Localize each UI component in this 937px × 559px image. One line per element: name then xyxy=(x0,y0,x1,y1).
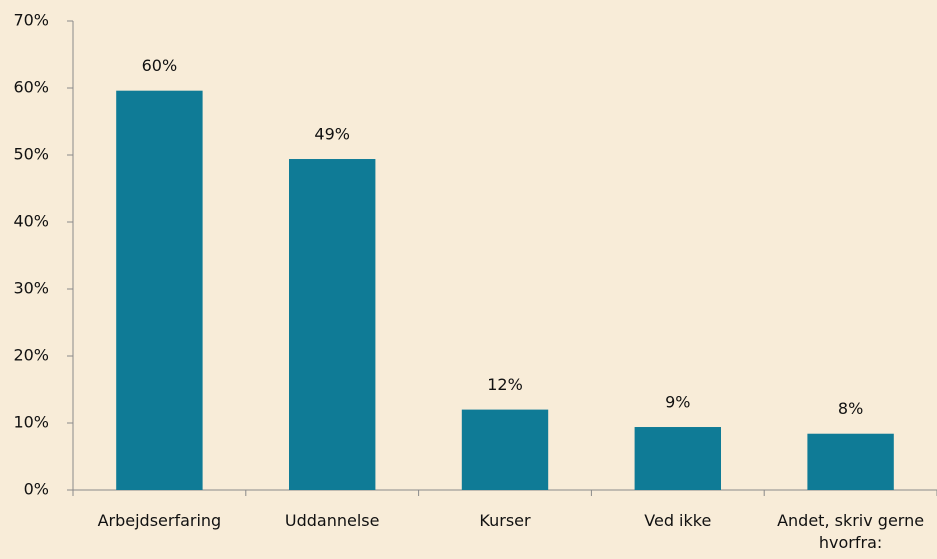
x-tick-label: Arbejdserfaring xyxy=(97,511,222,530)
bar xyxy=(634,427,721,490)
y-tick-label: 40% xyxy=(13,212,49,231)
value-label: 8% xyxy=(838,399,863,418)
y-tick-label: 60% xyxy=(13,78,49,97)
value-label: 60% xyxy=(142,56,178,75)
x-tick-label: Andet, skriv gerne hvorfra: xyxy=(777,511,925,552)
y-tick-label: 10% xyxy=(13,413,49,432)
y-tick-label: 70% xyxy=(13,11,49,30)
value-label: 12% xyxy=(487,375,523,394)
x-tick-label: Uddannelse xyxy=(284,511,380,530)
y-tick-label: 50% xyxy=(13,145,49,164)
bar xyxy=(461,409,549,490)
bar xyxy=(289,159,376,490)
x-tick-label: Ved ikke xyxy=(644,511,712,530)
y-tick-label: 30% xyxy=(13,279,49,298)
y-tick-label: 20% xyxy=(13,346,49,365)
bar xyxy=(116,90,203,491)
bar xyxy=(807,433,894,490)
x-tick-label: Kurser xyxy=(479,511,531,530)
value-label: 49% xyxy=(314,125,350,144)
value-label: 9% xyxy=(665,393,690,412)
y-tick-label: 0% xyxy=(24,480,49,499)
